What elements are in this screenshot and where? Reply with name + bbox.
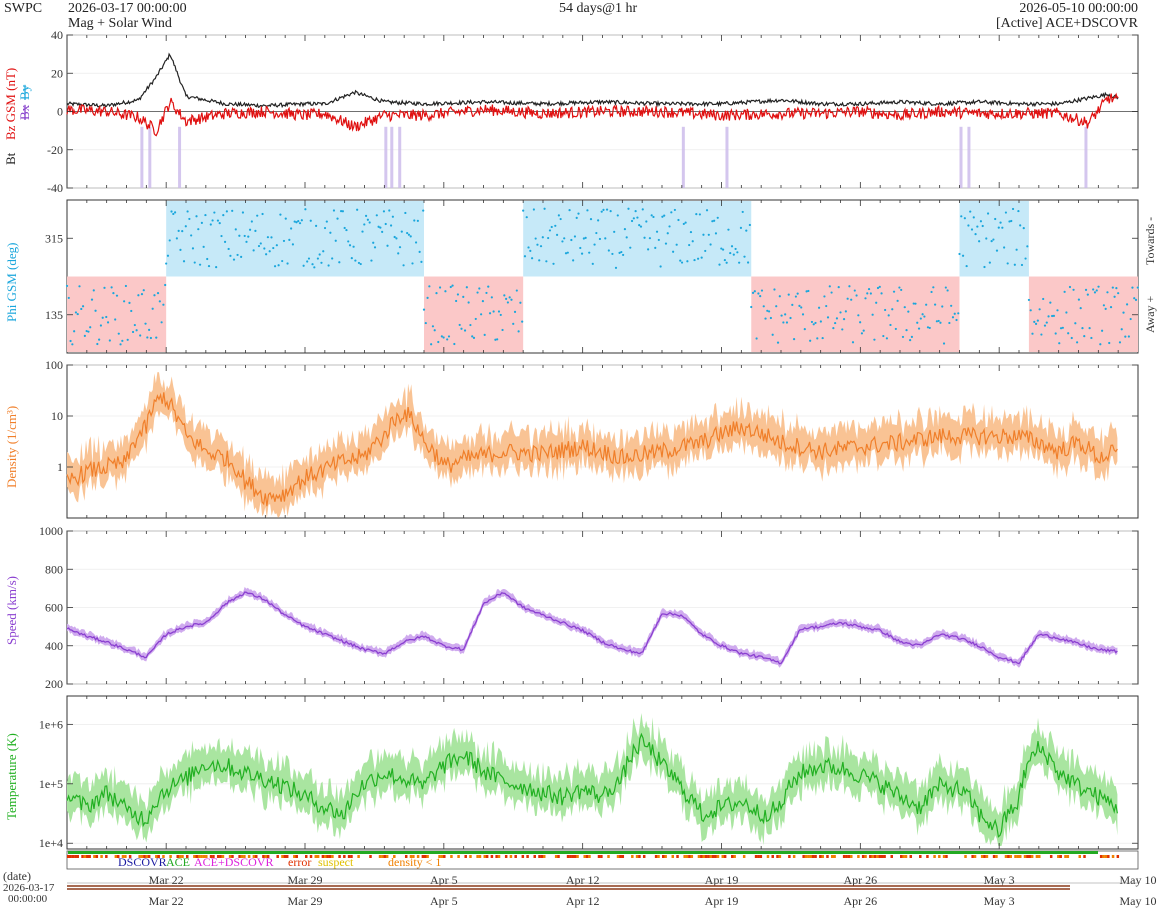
legend-density: density < 1 xyxy=(388,855,441,869)
density-range-band xyxy=(67,372,1118,518)
bx-spike-band xyxy=(681,126,685,188)
density-series-line xyxy=(66,392,1118,507)
away-side-label: Away + xyxy=(1143,295,1157,333)
x-tick-label: Apr 12 xyxy=(566,873,600,887)
temperature-series-line xyxy=(66,732,1118,838)
by-axis-label: By xyxy=(17,84,32,100)
status-strip: DSCOVR ACE ACE+DSCOVR error suspect dens… xyxy=(66,850,1139,870)
x-tick-label: Apr 5 xyxy=(430,873,458,887)
bt-axis-label: Bt xyxy=(3,152,18,165)
start-time-label: 00:00:00 xyxy=(8,893,48,905)
mag-y-tick-label: 40 xyxy=(51,28,63,42)
speed-panel: 200 400 600 800 1000 Speed (km/s) xyxy=(4,524,1139,691)
mag-y-tick-label: -20 xyxy=(47,143,63,157)
speed-y-tick-label: 400 xyxy=(45,639,63,653)
bx-spike-band xyxy=(1084,126,1088,188)
away-sector xyxy=(1028,276,1138,352)
start-date-label: 2026-03-17 xyxy=(3,882,55,894)
mag-y-tick-label: -40 xyxy=(47,181,63,195)
bx-spike-band xyxy=(148,126,152,188)
timeline-strip: Mar 22 Mar 29 Apr 5 Apr 12 Apr 19 Apr 26 May 3… xyxy=(3,869,1157,908)
x-tick-label-bottom: Apr 26 xyxy=(843,894,877,908)
end-timestamp: 2026-05-10 00:00:00 xyxy=(1019,1,1138,16)
bx-spike-band xyxy=(140,126,144,188)
speed-y-tick-label: 1000 xyxy=(39,524,63,538)
legend-suspect: suspect xyxy=(318,855,354,869)
temp-y-tick-label: 1e+6 xyxy=(39,717,63,731)
bx-axis-label: Bx xyxy=(17,104,32,120)
temp-y-tick-label: 1e+4 xyxy=(39,836,63,850)
x-tick-label-bottom: May 10 xyxy=(1120,894,1157,908)
x-tick-label-bottom: May 3 xyxy=(984,894,1015,908)
phi-axis-label: Phi GSM (deg) xyxy=(4,243,19,322)
source-label: [Active] ACE+DSCOVR xyxy=(995,16,1138,31)
density-y-tick-label: 1 xyxy=(57,460,63,474)
start-timestamp: 2026-03-17 00:00:00 xyxy=(68,1,187,16)
x-tick-label: May 3 xyxy=(984,873,1015,887)
towards-sector xyxy=(166,201,424,277)
phi-y-tick-label: 135 xyxy=(45,308,63,322)
legend-dscovr: DSCOVR xyxy=(118,855,167,869)
mag-y-tick-label: 20 xyxy=(51,66,63,80)
away-sector xyxy=(67,276,167,352)
bx-spike-band xyxy=(390,126,394,188)
bx-spike-band xyxy=(967,126,971,188)
time-span-label: 54 days@1 hr xyxy=(559,1,638,16)
speed-y-tick-label: 600 xyxy=(45,601,63,615)
bx-spike-band xyxy=(178,126,182,188)
x-tick-label: Apr 19 xyxy=(705,873,739,887)
density-axis-label: Density (1/cm³) xyxy=(4,406,19,488)
temperature-axis-label: Temperature (K) xyxy=(4,733,19,820)
bt-series-line xyxy=(66,52,1119,109)
away-sector xyxy=(424,276,524,352)
x-tick-label-bottom: Mar 29 xyxy=(288,894,323,908)
bx-spike-band xyxy=(398,126,402,188)
x-tick-label: May 10 xyxy=(1120,873,1157,887)
mag-panel: -40 -20 0 20 40 Bt Bz GSM (nT) Bx By xyxy=(3,28,1139,195)
bz-series-line xyxy=(66,92,1119,137)
speed-y-tick-label: 200 xyxy=(45,677,63,691)
x-tick-label-bottom: Apr 19 xyxy=(705,894,739,908)
density-y-tick-label: 100 xyxy=(45,358,63,372)
x-tick-label-bottom: Mar 22 xyxy=(149,894,184,908)
legend-error: error xyxy=(288,855,311,869)
towards-side-label: Towards - xyxy=(1143,217,1157,265)
speed-axis-label: Speed (km/s) xyxy=(4,576,19,645)
speed-range-band xyxy=(67,586,1118,668)
temperature-range-band xyxy=(67,713,1118,846)
bx-spike-band xyxy=(384,126,388,188)
temperature-panel: 1e+4 1e+5 1e+6 Temperature (K) xyxy=(4,695,1139,850)
x-tick-label: Mar 29 xyxy=(288,873,323,887)
density-panel: 1 10 100 Density (1/cm³) xyxy=(4,358,1139,519)
away-sector xyxy=(751,276,960,352)
temp-y-tick-label: 1e+5 xyxy=(39,777,63,791)
towards-sector xyxy=(959,201,1029,277)
brand-label: SWPC xyxy=(4,1,43,16)
x-tick-label: Mar 22 xyxy=(149,873,184,887)
phi-y-tick-label: 315 xyxy=(45,231,63,245)
speed-series-line xyxy=(66,591,1118,665)
density-y-tick-label: 10 xyxy=(51,409,63,423)
bz-axis-label: Bz GSM (nT) xyxy=(3,68,18,140)
x-tick-label-bottom: Apr 12 xyxy=(566,894,600,908)
towards-sector xyxy=(523,201,752,277)
bx-spike-band xyxy=(959,126,963,188)
phi-panel: 135 315 Phi GSM (deg) Towards - Away + xyxy=(4,199,1157,354)
x-tick-label-bottom: Apr 5 xyxy=(430,894,458,908)
x-tick-label: Apr 26 xyxy=(843,873,877,887)
speed-y-tick-label: 800 xyxy=(45,562,63,576)
mag-y-tick-label: 0 xyxy=(57,105,63,119)
legend-ace: ACE xyxy=(166,855,190,869)
legend-ace-dscovr: ACE+DSCOVR xyxy=(194,855,273,869)
date-axis-label: (date) xyxy=(3,869,31,883)
product-label: Mag + Solar Wind xyxy=(68,16,172,31)
bx-spike-band xyxy=(725,126,729,188)
